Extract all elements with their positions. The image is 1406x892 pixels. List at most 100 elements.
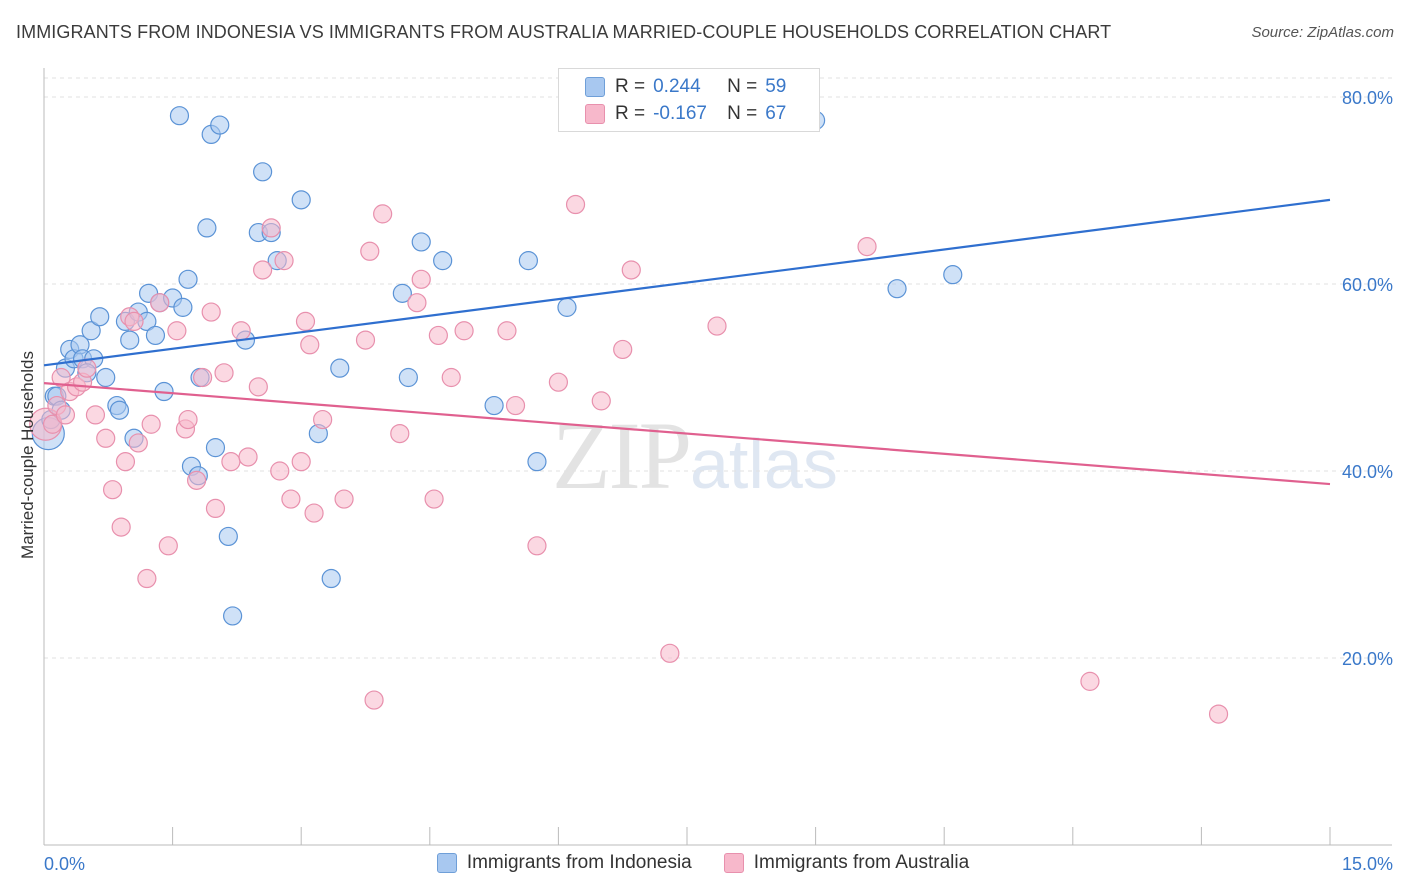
indonesia-point — [218, 526, 238, 547]
indonesia-point — [223, 606, 243, 626]
australia-point — [1080, 671, 1100, 691]
indonesia-point — [887, 279, 907, 299]
indonesia-point — [205, 438, 226, 458]
watermark-atlas: atlas — [690, 425, 838, 503]
indonesia-point — [411, 232, 431, 252]
australia-point — [527, 536, 547, 556]
indonesia-point — [210, 115, 230, 135]
australia-point — [428, 325, 448, 346]
australia-point — [360, 241, 380, 261]
x-tick-label: 0.0% — [44, 854, 85, 874]
australia-point — [364, 690, 384, 710]
australia-point — [441, 367, 461, 388]
australia-point — [102, 480, 123, 500]
australia-point — [291, 452, 311, 472]
legend-row-indonesia: R = 0.244 N = 59 — [585, 76, 786, 98]
y-tick-label: 20.0% — [1342, 649, 1393, 669]
australia-point — [390, 424, 410, 444]
correlation-legend: R = 0.244 N = 59 R = -0.167 N = 67 — [558, 68, 820, 132]
australia-point — [373, 204, 393, 224]
australia-point — [274, 251, 294, 271]
australia-point — [253, 260, 273, 280]
australia-point — [300, 335, 320, 355]
indonesia-point — [557, 297, 577, 317]
australia-legend-label: Immigrants from Australia — [753, 852, 970, 873]
indonesia-point — [81, 321, 101, 341]
indonesia-point — [96, 367, 116, 388]
australia-point — [355, 330, 376, 350]
n-value-australia: 67 — [765, 103, 787, 124]
r-value-indonesia: 0.244 — [653, 76, 701, 97]
australia-point — [77, 358, 97, 378]
australia-point — [221, 452, 241, 472]
n-label: N = — [727, 103, 758, 124]
australia-point — [128, 433, 148, 453]
australia-point — [193, 367, 213, 388]
y-tick-label: 80.0% — [1342, 88, 1393, 108]
indonesia-point — [518, 251, 538, 271]
legend-item-indonesia[interactable]: Immigrants from Indonesia — [436, 852, 692, 874]
indonesia-point — [433, 251, 453, 271]
source-label: Source: ZipAtlas.com — [1251, 24, 1394, 41]
australia-point — [248, 377, 268, 397]
indonesia-point — [392, 283, 412, 303]
indonesia-point — [527, 452, 547, 472]
australia-point — [454, 321, 474, 341]
r-label: R = — [615, 76, 646, 97]
indonesia-trend-line — [43, 198, 1331, 367]
australia-point — [411, 269, 431, 289]
australia-point — [167, 321, 187, 341]
indonesia-point — [197, 218, 217, 238]
australia-point — [295, 311, 316, 331]
australia-point — [115, 452, 136, 472]
australia-point — [137, 568, 157, 589]
australia-point — [42, 414, 63, 434]
watermark-zip: ZIP — [552, 402, 692, 509]
australia-point — [238, 447, 258, 467]
australia-point — [497, 321, 517, 341]
indonesia-point — [321, 568, 341, 589]
indonesia-point — [330, 358, 350, 378]
australia-point — [857, 237, 877, 257]
australia-point — [334, 489, 354, 509]
australia-point — [178, 409, 198, 430]
australia-point — [158, 536, 178, 556]
australia-point — [96, 428, 116, 448]
indonesia-point — [943, 265, 963, 285]
indonesia-swatch — [585, 77, 605, 97]
n-label: N = — [727, 76, 758, 97]
r-label: R = — [615, 103, 646, 124]
australia-point — [281, 489, 301, 509]
australia-point — [150, 293, 170, 313]
australia-point — [124, 311, 144, 331]
australia-point — [304, 503, 324, 523]
indonesia-point — [173, 297, 193, 317]
australia-point — [565, 194, 586, 215]
australia-point — [424, 489, 444, 509]
indonesia-point — [109, 400, 130, 420]
indonesia-point — [90, 307, 110, 327]
indonesia-legend-swatch — [436, 853, 457, 873]
australia-point — [201, 302, 221, 322]
n-value-indonesia: 59 — [765, 76, 787, 97]
australia-point — [111, 517, 131, 537]
indonesia-point — [484, 395, 504, 416]
australia-point — [214, 363, 234, 383]
australia-point — [270, 461, 290, 481]
series-legend: Immigrants from Indonesia Immigrants fro… — [0, 852, 1406, 874]
australia-point — [51, 367, 71, 388]
x-tick-label: 15.0% — [1342, 854, 1393, 874]
australia-point — [660, 643, 680, 663]
indonesia-point — [291, 190, 311, 210]
australia-point — [231, 321, 251, 341]
y-tick-label: 60.0% — [1342, 275, 1393, 295]
australia-point — [187, 470, 207, 490]
australia-point — [707, 316, 727, 336]
australia-point — [591, 391, 611, 411]
australia-swatch — [585, 104, 605, 124]
australia-point — [505, 395, 526, 416]
legend-item-australia[interactable]: Immigrants from Australia — [723, 852, 970, 874]
australia-trend-line — [43, 382, 1331, 486]
australia-point — [141, 414, 161, 434]
